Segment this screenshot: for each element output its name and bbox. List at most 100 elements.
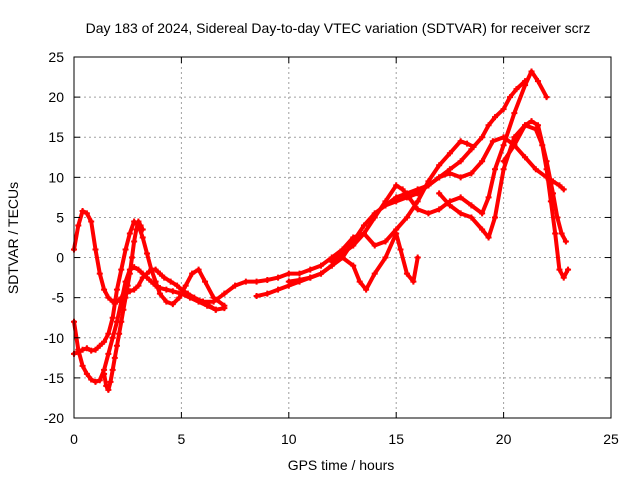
data-point [500, 106, 507, 113]
data-point [92, 346, 99, 353]
data-point [124, 282, 131, 289]
data-point [83, 370, 90, 377]
data-point [500, 158, 507, 165]
data-point [468, 170, 475, 177]
data-point [144, 274, 151, 281]
data-point [116, 330, 123, 337]
y-tick-label: 20 [48, 89, 64, 105]
data-point [285, 270, 292, 277]
y-tick-label: -5 [52, 290, 65, 306]
data-point [88, 218, 95, 225]
data-point [500, 166, 507, 173]
data-point [558, 230, 565, 237]
data-point [296, 270, 303, 277]
data-point [232, 282, 239, 289]
data-point [397, 246, 404, 253]
data-point [105, 350, 112, 357]
x-axis-label: GPS time / hours [288, 457, 395, 473]
data-point [221, 302, 228, 309]
data-point [511, 142, 518, 149]
y-tick-label: 0 [56, 250, 64, 266]
series-7 [285, 78, 529, 285]
data-point [152, 278, 159, 285]
data-point [382, 254, 389, 261]
data-point [425, 210, 432, 217]
series-8 [328, 68, 550, 265]
data-point [436, 162, 443, 169]
data-point [92, 246, 99, 253]
data-point [176, 294, 183, 301]
data-point [135, 282, 142, 289]
data-point [148, 266, 155, 273]
data-point [118, 318, 125, 325]
data-point [109, 366, 116, 373]
data-point [156, 270, 163, 277]
data-point [318, 262, 325, 269]
data-point [522, 82, 529, 89]
data-point [393, 198, 400, 205]
data-point [163, 298, 170, 305]
y-tick-label: -15 [44, 370, 64, 386]
data-point [479, 158, 486, 165]
data-point [253, 278, 260, 285]
data-point [202, 278, 209, 285]
data-point [565, 266, 572, 273]
data-point [156, 290, 163, 297]
data-point [446, 170, 453, 177]
data-point [382, 202, 389, 209]
data-point [350, 242, 357, 249]
data-point [371, 214, 378, 221]
data-point [534, 78, 541, 85]
data-point [210, 298, 217, 305]
data-point [492, 114, 499, 121]
data-point [296, 277, 303, 284]
data-point [275, 286, 282, 293]
data-point [492, 214, 499, 221]
data-point [103, 382, 110, 389]
data-point [399, 186, 406, 193]
data-point [425, 182, 432, 189]
data-point [560, 274, 567, 281]
data-point [457, 174, 464, 181]
data-point [113, 342, 120, 349]
data-point [105, 330, 112, 337]
data-point [199, 298, 206, 305]
data-point [137, 222, 144, 229]
data-point [101, 370, 108, 377]
data-point [96, 270, 103, 277]
data-point [307, 266, 314, 273]
data-point [167, 278, 174, 285]
data-point [556, 182, 563, 189]
data-point [485, 122, 492, 129]
data-point [131, 286, 138, 293]
y-tick-label: 5 [56, 209, 64, 225]
data-point [139, 270, 146, 277]
data-point [107, 378, 114, 385]
data-point [513, 86, 520, 93]
data-point [485, 194, 492, 201]
data-point [393, 230, 400, 237]
series-11 [500, 118, 569, 245]
x-tick-label: 5 [178, 431, 186, 447]
data-point [83, 345, 90, 352]
data-point [109, 334, 116, 341]
data-point [560, 186, 567, 193]
data-point [414, 190, 421, 197]
y-tick-label: 15 [48, 129, 64, 145]
data-point [195, 266, 202, 273]
data-point [543, 158, 550, 165]
data-point [403, 194, 410, 201]
data-point [105, 386, 112, 393]
x-tick-label: 15 [388, 431, 404, 447]
data-point [479, 134, 486, 141]
data-point [446, 202, 453, 209]
data-point [163, 286, 170, 293]
data-point [363, 286, 370, 293]
data-point [507, 94, 514, 101]
x-tick-label: 25 [603, 431, 619, 447]
data-point [489, 138, 496, 145]
data-point [356, 278, 363, 285]
data-point [468, 202, 475, 209]
data-point [120, 306, 127, 313]
data-point [457, 194, 464, 201]
